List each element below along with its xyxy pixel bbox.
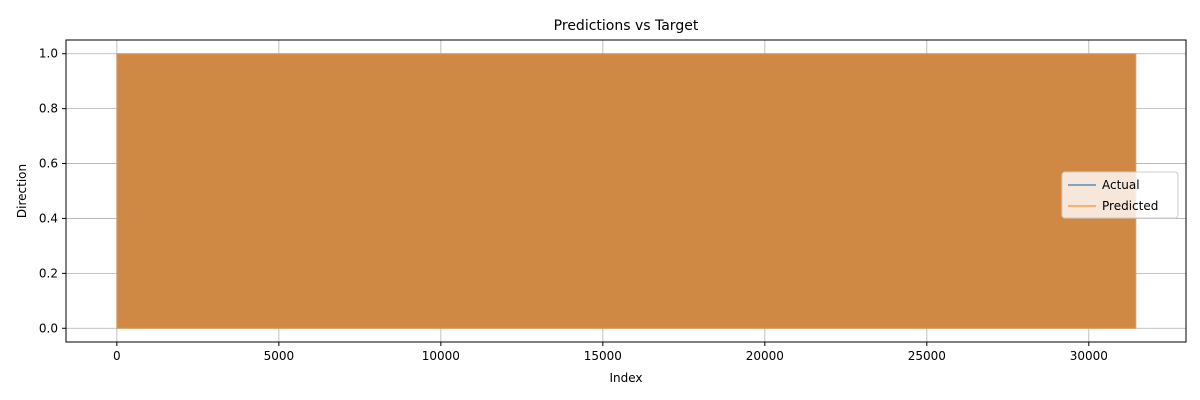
x-tick-label: 15000 xyxy=(584,349,622,363)
legend-label-actual: Actual xyxy=(1102,178,1140,192)
x-tick-label: 10000 xyxy=(422,349,460,363)
x-tick-label: 0 xyxy=(113,349,121,363)
x-tick-label: 20000 xyxy=(746,349,784,363)
x-tick-label: 25000 xyxy=(908,349,946,363)
x-axis-label: Index xyxy=(609,371,642,385)
legend-label-predicted: Predicted xyxy=(1102,199,1158,213)
y-tick-label: 0.4 xyxy=(39,211,58,225)
x-ticks: 0 5000 10000 15000 20000 25000 30000 xyxy=(113,342,1108,363)
x-tick-label: 5000 xyxy=(264,349,295,363)
x-tick-label: 30000 xyxy=(1070,349,1108,363)
y-tick-label: 0.2 xyxy=(39,266,58,280)
y-axis-label: Direction xyxy=(15,164,29,218)
y-tick-label: 1.0 xyxy=(39,47,58,61)
chart-title: Predictions vs Target xyxy=(554,18,699,34)
axes-frame xyxy=(65,39,1187,343)
y-tick-label: 0.6 xyxy=(39,157,58,171)
y-tick-label: 0.8 xyxy=(39,102,58,116)
legend: Actual Predicted xyxy=(1061,171,1179,219)
y-tick-label: 0.0 xyxy=(39,321,58,335)
y-ticks: 0.0 0.2 0.4 0.6 0.8 1.0 xyxy=(39,47,66,335)
plot-marks xyxy=(116,53,1137,329)
series-predicted xyxy=(116,53,1137,329)
